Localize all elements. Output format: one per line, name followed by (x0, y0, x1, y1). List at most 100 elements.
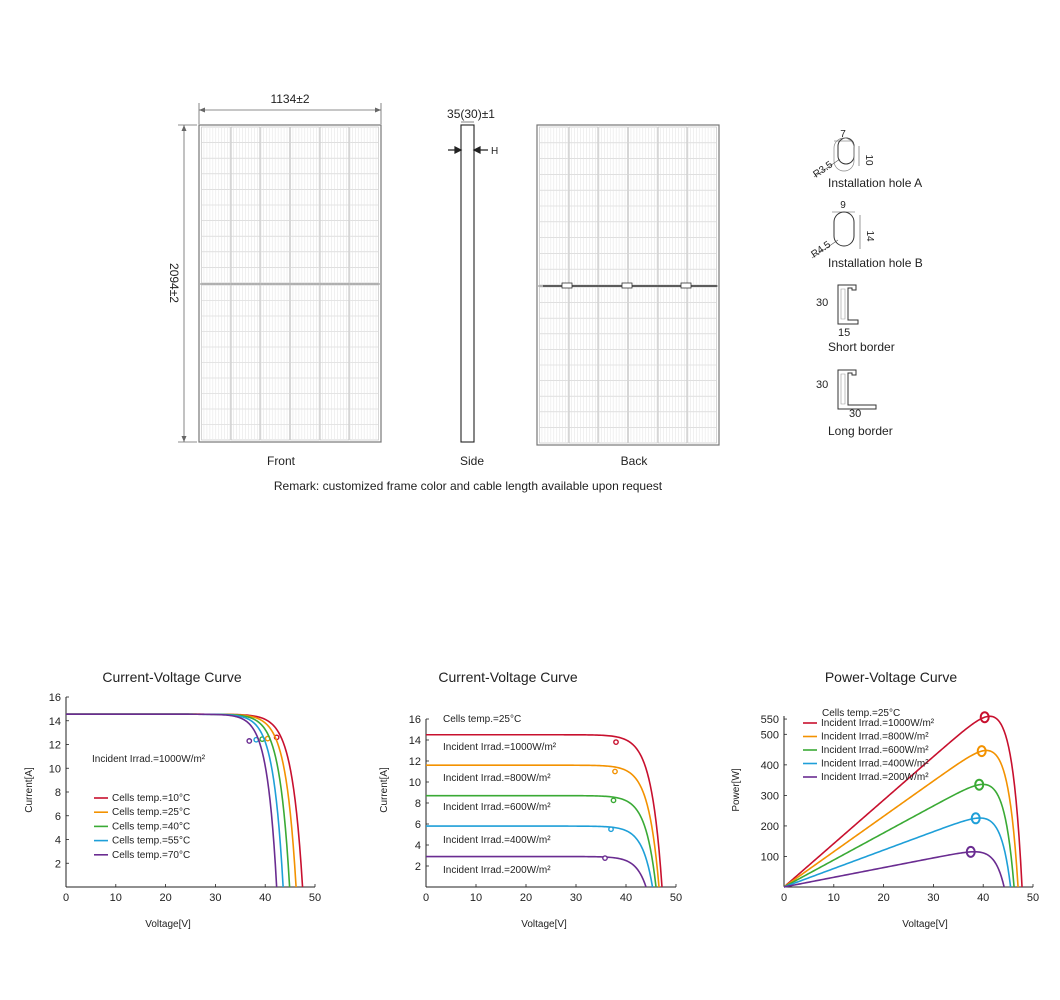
mpp-marker (602, 855, 608, 862)
y-axis-label: Current[A] (24, 767, 35, 813)
mpp-marker (610, 797, 617, 804)
y-axis-label: Current[A] (379, 767, 390, 813)
series-line (783, 817, 1012, 888)
y-tick-label: 4 (415, 840, 421, 852)
hole-a-height: 10 (863, 154, 874, 166)
x-axis-label: Voltage[V] (145, 919, 191, 930)
back-cell-grid (538, 126, 718, 444)
x-tick-label: 20 (520, 892, 532, 904)
series-line (426, 733, 663, 888)
series-line (783, 783, 1015, 888)
y-tick-label: 8 (55, 787, 61, 799)
short-border-profile: 30 15 Short border (816, 284, 895, 354)
mpp-marker (608, 826, 614, 833)
legend-entry: Cells temp.=10°C (112, 793, 190, 804)
mpp-marker (613, 739, 619, 745)
x-tick-label: 30 (209, 892, 221, 904)
legend-entry: Cells temp.=55°C (112, 836, 190, 847)
y-tick-label: 12 (409, 756, 421, 768)
chart-annotation: Incident Irrad.=1000W/m² (92, 754, 206, 765)
legend-entry: Cells temp.=25°C (112, 807, 190, 818)
y-tick-label: 14 (409, 735, 421, 747)
legend-entry: Incident Irrad.=200W/m² (821, 772, 929, 783)
long-border-width: 30 (849, 408, 861, 420)
back-label: Back (621, 454, 649, 468)
long-border-profile: 30 30 Long border (816, 369, 893, 438)
chart-title: Current-Voltage Curve (102, 669, 242, 685)
legend-entry: Incident Irrad.=800W/m² (821, 732, 929, 743)
x-tick-label: 40 (620, 892, 632, 904)
front-view: 1134±2 2094±2 Front (167, 92, 382, 468)
installation-hole-b: 9 14 R4.5 Installation hole B (809, 200, 922, 270)
mpp-marker (246, 738, 253, 744)
x-tick-label: 50 (309, 892, 321, 904)
x-tick-label: 10 (470, 892, 482, 904)
long-border-height: 30 (816, 379, 828, 391)
pv-curve-irradiance-chart: Power-Voltage Curve Power[W] Voltage[V] … (731, 669, 1039, 930)
x-tick-label: 20 (877, 892, 889, 904)
long-border-label: Long border (828, 424, 893, 438)
mpp-marker (976, 745, 987, 758)
y-tick-label: 16 (409, 714, 421, 726)
series-line (783, 715, 1023, 888)
y-tick-label: 12 (49, 740, 61, 752)
junction-box-3 (680, 282, 692, 289)
front-cell-grid (200, 126, 380, 441)
back-view: Back (536, 124, 720, 468)
side-profile (460, 124, 475, 443)
y-tick-label: 6 (415, 819, 421, 831)
front-label: Front (267, 454, 296, 468)
series-line (426, 855, 647, 888)
series-label: Incident Irrad.=800W/m² (443, 773, 551, 784)
x-tick-label: 30 (927, 892, 939, 904)
y-tick-label: 2 (415, 861, 421, 873)
y-tick-label: 2 (55, 858, 61, 870)
series-label: Incident Irrad.=400W/m² (443, 835, 551, 846)
y-tick-label: 10 (49, 763, 61, 775)
remark-text: Remark: customized frame color and cable… (274, 479, 663, 493)
chart-annotation: Cells temp.=25°C (443, 714, 521, 725)
x-tick-label: 0 (63, 892, 69, 904)
iv-curve-temperature-chart: Current-Voltage Curve Current[A] Voltage… (24, 669, 321, 930)
x-tick-label: 50 (1027, 892, 1039, 904)
y-tick-label: 100 (761, 851, 779, 863)
hole-b-height: 14 (864, 230, 875, 242)
hole-a-width: 7 (840, 129, 846, 140)
series-line (426, 764, 660, 888)
iv-curve-irradiance-chart: Current-Voltage Curve Current[A] Voltage… (379, 669, 682, 930)
y-tick-label: 8 (415, 798, 421, 810)
side-label: Side (460, 454, 484, 468)
hole-a-label: Installation hole A (828, 176, 922, 190)
y-tick-label: 200 (761, 821, 779, 833)
y-tick-label: 16 (49, 692, 61, 704)
x-tick-label: 50 (670, 892, 682, 904)
x-tick-label: 20 (159, 892, 171, 904)
y-tick-label: 500 (761, 729, 779, 741)
junction-box-1 (561, 282, 573, 289)
mpp-marker (612, 768, 618, 775)
x-tick-label: 0 (423, 892, 429, 904)
series-line (783, 749, 1019, 888)
x-tick-label: 40 (977, 892, 989, 904)
series-label: Incident Irrad.=1000W/m² (443, 742, 557, 753)
x-tick-label: 10 (828, 892, 840, 904)
series-line (66, 713, 278, 888)
hole-b-label: Installation hole B (828, 256, 923, 270)
x-axis-label: Voltage[V] (902, 919, 948, 930)
x-tick-label: 40 (259, 892, 271, 904)
y-tick-label: 6 (55, 811, 61, 823)
width-dimension: 1134±2 (270, 92, 309, 106)
x-tick-label: 0 (781, 892, 787, 904)
y-tick-label: 4 (55, 835, 61, 847)
y-tick-label: 300 (761, 790, 779, 802)
short-border-width: 15 (838, 327, 850, 339)
legend-entry: Incident Irrad.=400W/m² (821, 759, 929, 770)
series-label: Incident Irrad.=200W/m² (443, 865, 551, 876)
short-border-height: 30 (816, 297, 828, 309)
legend-entry: Incident Irrad.=1000W/m² (821, 718, 935, 729)
mpp-marker (970, 812, 981, 825)
h-marker: H (491, 146, 498, 157)
y-tick-label: 14 (49, 716, 61, 728)
mpp-marker (979, 711, 990, 724)
height-dimension: 2094±2 (167, 263, 181, 303)
